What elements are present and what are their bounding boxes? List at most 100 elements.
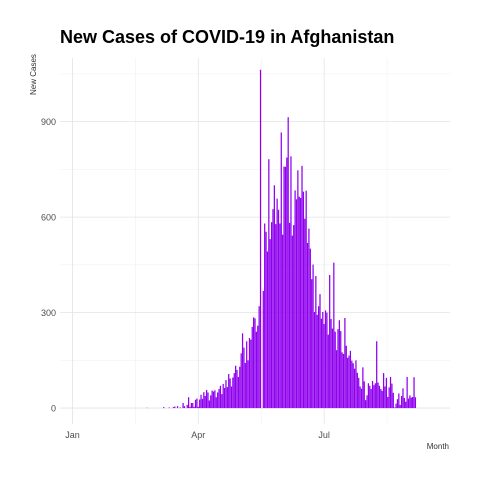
bar	[389, 376, 392, 409]
bar	[210, 395, 212, 409]
bar	[259, 69, 262, 409]
bar	[208, 400, 210, 409]
x-tick-label: Jul	[318, 430, 330, 440]
bar	[288, 222, 291, 409]
bar	[172, 407, 175, 409]
bar	[331, 328, 334, 409]
bar	[322, 311, 324, 409]
bar	[311, 279, 313, 409]
bar	[187, 397, 190, 409]
bar	[269, 239, 271, 409]
bar	[298, 196, 300, 409]
bar	[176, 406, 179, 409]
bar	[190, 402, 192, 409]
bar	[371, 381, 374, 409]
bar	[381, 390, 383, 409]
bar	[306, 242, 309, 409]
bar	[342, 353, 345, 409]
bar	[218, 388, 220, 409]
bar	[315, 276, 317, 409]
bar	[370, 388, 372, 409]
bar	[265, 231, 267, 409]
bar	[362, 367, 364, 409]
bar	[345, 345, 347, 409]
bar	[179, 407, 181, 409]
bar	[241, 333, 244, 409]
y-axis-title: New Cases	[29, 54, 38, 95]
bar	[327, 334, 329, 409]
bar	[244, 362, 246, 409]
bar	[232, 377, 234, 409]
bar	[235, 365, 237, 409]
bar	[275, 224, 277, 409]
bar	[248, 338, 251, 409]
bar	[347, 357, 349, 409]
bar	[410, 397, 412, 409]
bar	[243, 347, 245, 409]
bar	[341, 352, 343, 409]
bar	[399, 404, 401, 409]
bar	[237, 376, 240, 409]
bar	[380, 388, 382, 409]
bar	[388, 387, 390, 409]
bar	[214, 390, 216, 409]
bar	[163, 407, 165, 409]
bar	[400, 395, 403, 409]
bar	[268, 159, 270, 409]
bar	[199, 399, 201, 409]
bar	[338, 320, 340, 409]
bar	[201, 398, 204, 409]
bar	[283, 166, 285, 409]
y-tick-label: 900	[41, 117, 56, 127]
bar	[280, 132, 282, 409]
bar	[266, 251, 269, 409]
bar	[193, 406, 195, 409]
bar	[272, 209, 274, 409]
bar	[251, 326, 253, 409]
bar	[182, 402, 184, 409]
bar	[196, 398, 198, 409]
bar	[192, 402, 194, 409]
bar	[398, 393, 400, 409]
bar	[309, 248, 311, 409]
y-tick-label: 0	[51, 404, 56, 414]
bar	[236, 369, 238, 409]
bar	[330, 318, 332, 409]
bar	[211, 390, 213, 409]
bar	[301, 165, 303, 409]
bar	[413, 377, 415, 409]
bar	[219, 385, 222, 409]
bar	[293, 225, 295, 409]
bar	[247, 360, 249, 409]
bar	[382, 373, 385, 409]
bar	[403, 397, 405, 409]
bar	[264, 223, 266, 409]
bar	[222, 383, 224, 409]
bar	[277, 209, 280, 409]
bar	[348, 355, 350, 409]
bar	[324, 310, 327, 409]
bar	[228, 374, 230, 409]
bar	[385, 377, 387, 409]
bar	[320, 318, 322, 409]
x-axis-title: Month	[427, 442, 449, 451]
bar	[384, 386, 386, 409]
bar	[258, 306, 260, 409]
bar	[376, 341, 378, 409]
bar	[409, 395, 411, 409]
bar	[257, 325, 259, 409]
bar	[233, 373, 235, 409]
bar	[223, 388, 226, 409]
bar	[186, 404, 188, 409]
bar	[287, 117, 289, 409]
bar	[207, 392, 209, 409]
bar	[365, 400, 367, 409]
bar	[221, 394, 223, 409]
bar	[391, 383, 393, 409]
bar	[349, 350, 352, 409]
bar	[326, 312, 328, 409]
bar	[323, 324, 325, 409]
bar	[353, 368, 356, 409]
bar	[313, 311, 316, 409]
